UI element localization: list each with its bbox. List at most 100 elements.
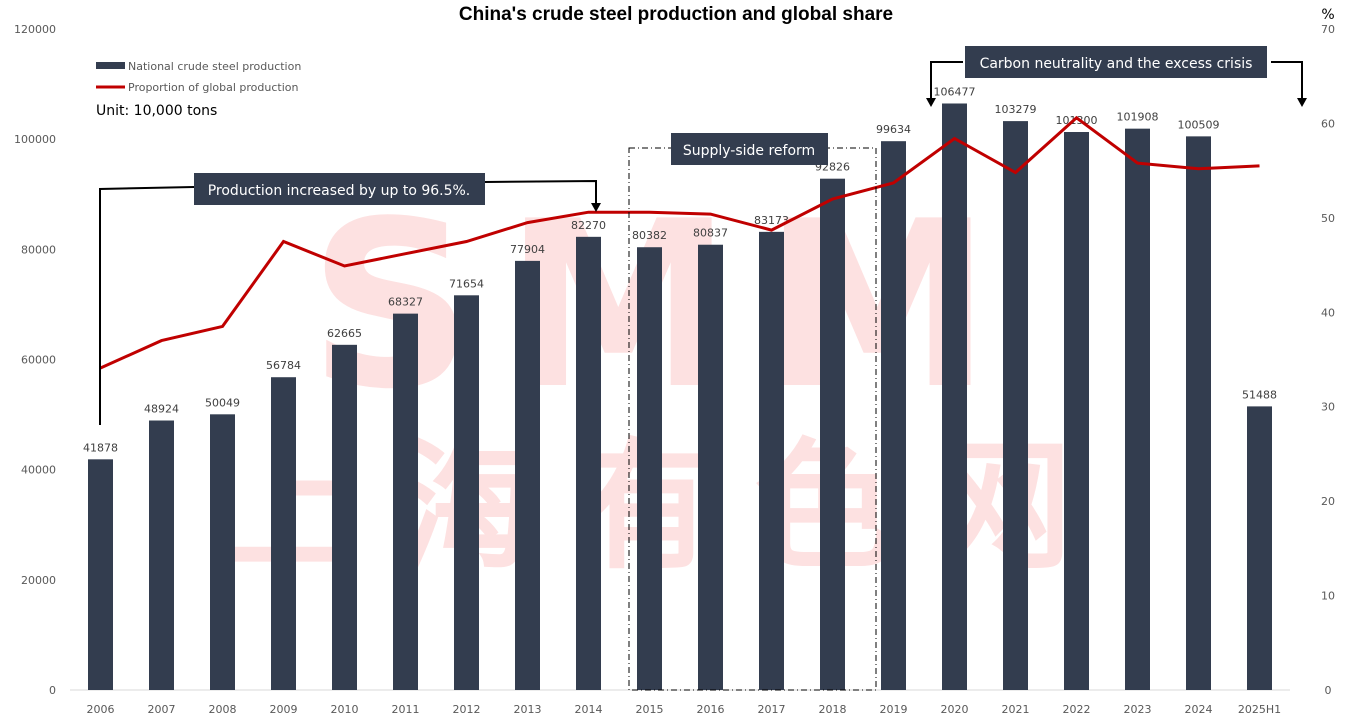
bar-2013 [515, 260, 540, 690]
bar-label-2017: 83173 [754, 214, 789, 227]
bar-label-2012: 71654 [449, 277, 484, 290]
x-axis-tick: 2020 [941, 703, 969, 716]
carbon-arrow-left-icon [926, 98, 936, 107]
right-axis-tick: 60 [1321, 117, 1335, 130]
legend-swatch-bar [96, 62, 125, 69]
right-axis-tick: 70 [1321, 23, 1335, 36]
carbon-label: Carbon neutrality and the excess crisis [980, 56, 1253, 72]
supply-side-reform-label: Supply-side reform [683, 143, 815, 159]
carbon-bracket-right [1271, 61, 1303, 98]
annotations: Supply-side reform Production increased … [99, 46, 1307, 691]
bar-2020 [942, 103, 967, 690]
x-axis-tick: 2014 [575, 703, 603, 716]
x-axis-tick: 2008 [209, 703, 237, 716]
growth-label: Production increased by up to 96.5%. [208, 183, 471, 199]
x-axis-tick: 2011 [392, 703, 420, 716]
bar-2015 [637, 247, 662, 690]
growth-label-box [194, 173, 485, 205]
carbon-label-box [965, 46, 1267, 78]
x-axis-tick: 2019 [880, 703, 908, 716]
growth-bracket-left [99, 186, 195, 425]
bar-label-2021: 103279 [995, 103, 1037, 116]
left-axis-tick: 20000 [21, 574, 56, 587]
left-axis-tick: 100000 [14, 133, 56, 146]
x-axis-tick: 2021 [1002, 703, 1030, 716]
carbon-arrow-right-icon [1297, 98, 1307, 107]
bar-series [88, 103, 1272, 691]
bar-2014 [576, 236, 601, 691]
bar-2010 [332, 344, 357, 690]
growth-bracket-right [484, 179, 597, 203]
bar-label-2025H1: 51488 [1242, 388, 1277, 401]
right-axis: 0 10 20 30 40 50 60 70 [1321, 23, 1335, 697]
left-axis-tick: 40000 [21, 464, 56, 477]
left-axis-tick: 0 [49, 684, 56, 697]
legend-label-share: Proportion of global production [128, 81, 298, 94]
bar-label-2009: 56784 [266, 359, 301, 372]
x-axis-tick: 2013 [514, 703, 542, 716]
x-axis-tick: 2006 [87, 703, 115, 716]
x-axis-tick: 2015 [636, 703, 664, 716]
right-axis-unit: % [1321, 7, 1334, 23]
bar-label-2023: 101908 [1117, 111, 1159, 124]
bar-label-2020: 106477 [934, 85, 976, 98]
legend: National crude steel production Proporti… [96, 60, 301, 119]
bar-label-2008: 50049 [205, 396, 240, 409]
x-axis-tick: 2025H1 [1238, 703, 1281, 716]
bar-2008 [210, 414, 235, 690]
bar-2024 [1186, 136, 1211, 691]
growth-arrow-icon [591, 203, 601, 212]
right-axis-tick: 40 [1321, 306, 1335, 319]
x-axis-tick: 2022 [1063, 703, 1091, 716]
left-axis-tick: 60000 [21, 354, 56, 367]
carbon-bracket-left [930, 61, 963, 98]
bar-2023 [1125, 128, 1150, 691]
right-axis-tick: 50 [1321, 212, 1335, 225]
x-axis-tick: 2007 [148, 703, 176, 716]
bar-2012 [454, 295, 479, 690]
bar-2021 [1003, 121, 1028, 690]
bar-2018 [820, 178, 845, 690]
bar-label-2006: 41878 [83, 441, 118, 454]
bar-2017 [759, 231, 784, 690]
x-axis-tick: 2017 [758, 703, 786, 716]
x-axis: 2006 2007 2008 2009 2010 2011 2012 2013 2014 2015… [87, 703, 1282, 716]
bar-2016 [698, 244, 723, 691]
chart-title: China's crude steel production and globa… [459, 4, 893, 25]
x-axis-tick: 2010 [331, 703, 359, 716]
bar-2025H1 [1247, 406, 1272, 690]
bar-label-2010: 62665 [327, 327, 362, 340]
bar-2011 [393, 313, 418, 690]
bar-label-2007: 48924 [144, 403, 179, 416]
left-axis-tick: 120000 [14, 23, 56, 36]
bar-2006 [88, 459, 113, 690]
bar-label-2015: 80382 [632, 229, 667, 242]
x-axis-tick: 2018 [819, 703, 847, 716]
supply-side-reform-label-box [671, 133, 828, 165]
bar-data-labels: 41878 48924 50049 56784 62665 68327 71654 77904… [83, 85, 1277, 454]
share-line [99, 115, 1260, 370]
x-axis-tick: 2024 [1185, 703, 1213, 716]
x-axis-tick: 2012 [453, 703, 481, 716]
bar-2022 [1064, 132, 1089, 690]
right-axis-tick: 20 [1321, 495, 1335, 508]
bar-label-2013: 77904 [510, 243, 545, 256]
supply-side-reform-box [628, 147, 877, 691]
x-axis-tick: 2023 [1124, 703, 1152, 716]
bar-label-2024: 100509 [1178, 118, 1220, 131]
right-axis-tick: 30 [1321, 401, 1335, 414]
bar-2007 [149, 420, 174, 690]
unit-label: Unit: 10,000 tons [96, 103, 217, 119]
left-axis-tick: 80000 [21, 243, 56, 256]
legend-label-production: National crude steel production [128, 60, 301, 73]
bar-label-2019: 99634 [876, 123, 911, 136]
left-axis: 0 20000 40000 60000 80000 100000 120000 [14, 23, 56, 697]
right-axis-tick: 10 [1321, 590, 1335, 603]
bar-label-2011: 68327 [388, 296, 423, 309]
right-axis-tick: 0 [1325, 684, 1332, 697]
bar-2019 [881, 141, 906, 690]
bar-label-2016: 80837 [693, 227, 728, 240]
x-axis-tick: 2009 [270, 703, 298, 716]
x-axis-tick: 2016 [697, 703, 725, 716]
